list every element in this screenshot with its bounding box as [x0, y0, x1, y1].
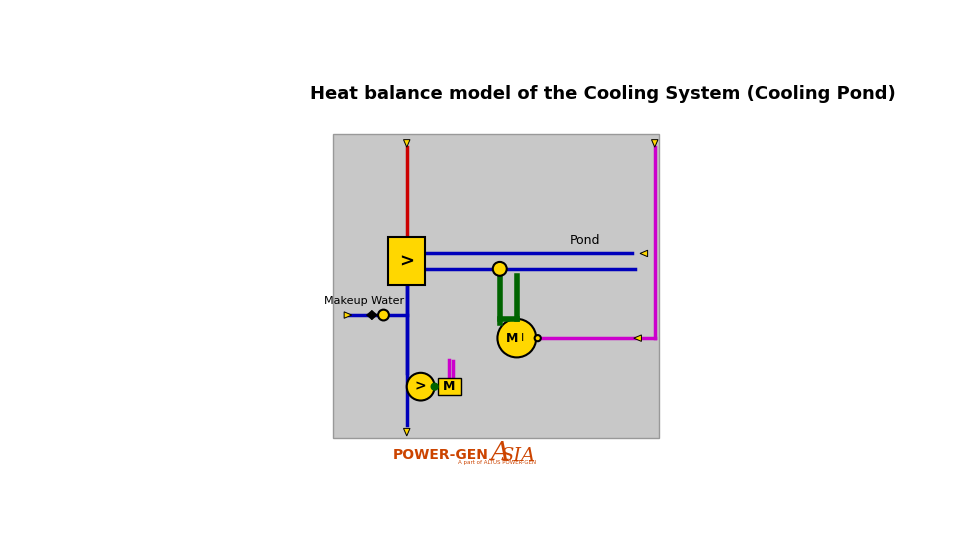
Polygon shape: [372, 310, 377, 320]
Bar: [438, 378, 461, 395]
Polygon shape: [652, 140, 658, 147]
Polygon shape: [344, 312, 351, 318]
Text: >: >: [415, 380, 426, 394]
Text: Pond: Pond: [569, 234, 600, 247]
Polygon shape: [367, 310, 372, 320]
Circle shape: [432, 383, 438, 390]
Polygon shape: [640, 250, 648, 256]
Text: SIA: SIA: [500, 447, 536, 465]
Text: POWER-GEN: POWER-GEN: [393, 448, 488, 462]
Bar: [333, 134, 659, 438]
Text: >: >: [399, 252, 415, 270]
Circle shape: [492, 262, 507, 276]
Circle shape: [378, 309, 389, 320]
Bar: [388, 237, 425, 285]
Polygon shape: [403, 428, 410, 436]
Text: Makeup Water: Makeup Water: [324, 296, 404, 306]
Text: M: M: [506, 332, 518, 345]
Text: I: I: [521, 333, 524, 343]
Circle shape: [535, 335, 540, 341]
Polygon shape: [403, 140, 410, 147]
Text: M: M: [444, 380, 456, 393]
Text: A: A: [490, 441, 509, 465]
Circle shape: [407, 373, 435, 401]
Text: Heat balance model of the Cooling System (Cooling Pond): Heat balance model of the Cooling System…: [310, 85, 896, 103]
Polygon shape: [634, 335, 641, 341]
Circle shape: [497, 319, 537, 357]
Text: A part of ALTUS POWER-GEN: A part of ALTUS POWER-GEN: [458, 461, 537, 465]
